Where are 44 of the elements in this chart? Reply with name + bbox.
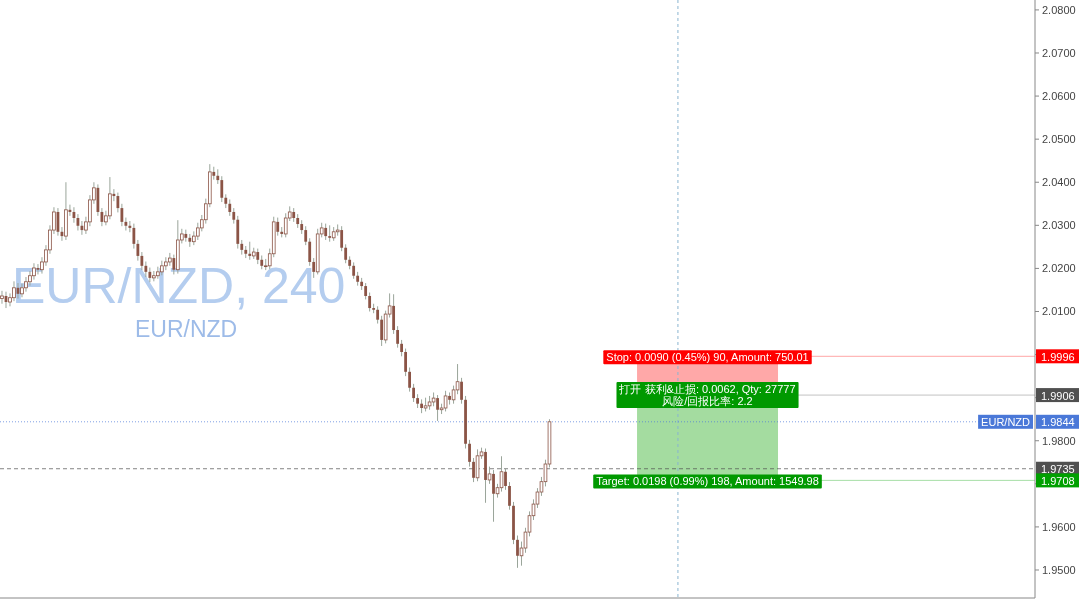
candlestick — [12, 280, 16, 302]
ref-line-label: 1.9844 — [1041, 416, 1075, 429]
y-tick-label: 2.0400 — [1042, 176, 1076, 189]
candlestick — [152, 270, 156, 282]
candlestick — [0, 290, 4, 305]
y-tick-label: 1.9500 — [1042, 564, 1076, 576]
candlestick — [340, 225, 344, 252]
y-tick-label: 2.0500 — [1042, 133, 1076, 146]
text: EUR/NZD, 240 — [12, 258, 346, 314]
band-label: Target: 0.0198 (0.99%) 198, Amount: 1549.98 — [596, 475, 819, 488]
candlestick — [443, 390, 448, 412]
y-tick-label: 2.0100 — [1042, 305, 1076, 318]
y-tick-label: 2.0700 — [1042, 46, 1076, 59]
candlestick — [304, 225, 308, 246]
y-tick-label: 2.0200 — [1042, 262, 1076, 275]
ref-line-label: 1.9735 — [1041, 463, 1075, 476]
candlestick — [475, 448, 480, 482]
candlestick — [408, 367, 411, 393]
y-tick-label: 2.0300 — [1042, 219, 1076, 232]
ref-line-label: 1.9708 — [1041, 474, 1075, 487]
candlestick — [328, 224, 332, 243]
y-tick-label: 2.0600 — [1042, 90, 1076, 103]
annotation: 打开 获利&止损: 0.0062, Qty: 27777 — [618, 383, 796, 396]
candlestick — [468, 439, 471, 468]
candlestick — [396, 325, 400, 349]
y-tick-label: 1.9600 — [1042, 520, 1076, 533]
candlestick — [220, 175, 224, 203]
candlestick — [404, 348, 408, 377]
ref-line-label: 1.9906 — [1041, 389, 1075, 402]
y-tick-label: 2.0800 — [1042, 3, 1076, 16]
band-label: Stop: 0.0090 (0.45%) 90, Amount: 750.01 — [606, 351, 809, 364]
candlestick — [460, 377, 463, 405]
candlestick — [248, 241, 252, 261]
annotation: EUR/NZD — [981, 416, 1031, 429]
candlestick — [412, 383, 415, 403]
annotation: 风险/回报比率: 2.2 — [662, 395, 753, 408]
candlestick — [380, 315, 384, 347]
candlestick — [508, 481, 511, 511]
ref-line-label: 1.9996 — [1041, 350, 1075, 363]
y-tick-label: 1.9800 — [1042, 434, 1076, 447]
candlestick — [344, 243, 348, 264]
text: EUR/NZD — [135, 316, 238, 342]
candlestick — [368, 292, 372, 312]
candlestick — [308, 237, 312, 267]
